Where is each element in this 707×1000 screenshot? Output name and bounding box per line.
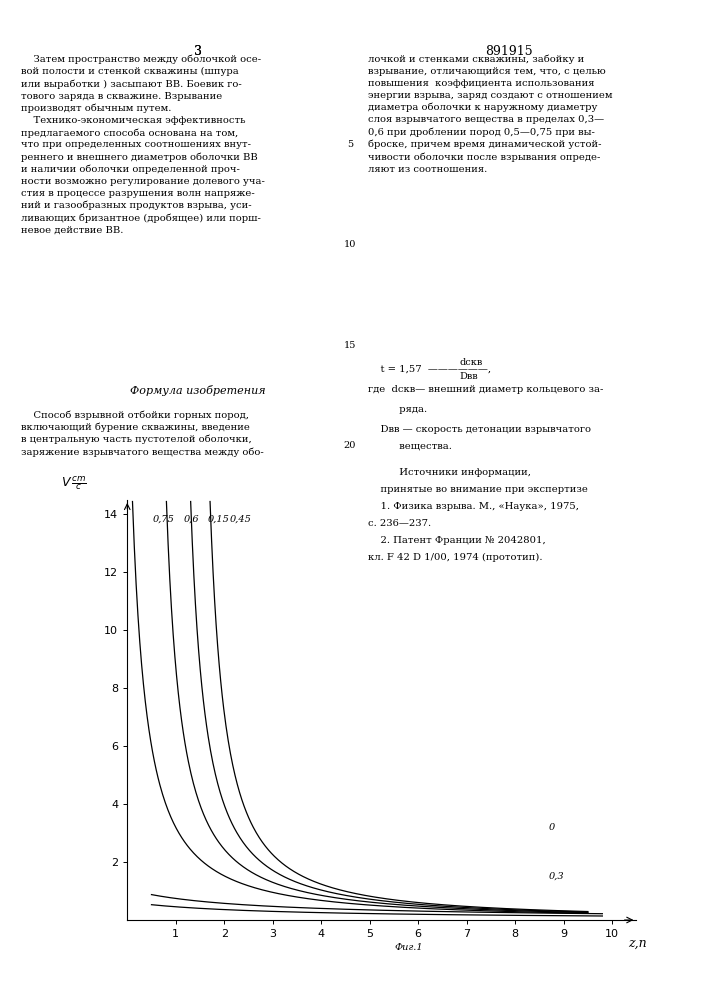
Text: ряда.: ряда. <box>368 405 427 414</box>
Text: 891915: 891915 <box>485 45 533 58</box>
Text: 2. Патент Франции № 2042801,: 2. Патент Франции № 2042801, <box>368 536 545 545</box>
Text: вещества.: вещества. <box>368 442 452 451</box>
Text: 0,3: 0,3 <box>549 872 565 881</box>
Text: кл. F 42 D 1/00, 1974 (прототип).: кл. F 42 D 1/00, 1974 (прототип). <box>368 553 542 562</box>
Text: Способ взрывной отбойки горных пород,
включающий бурение скважины, введение
в це: Способ взрывной отбойки горных пород, вк… <box>21 410 264 457</box>
Text: 1. Физика взрыва. М., «Наука», 1975,: 1. Физика взрыва. М., «Наука», 1975, <box>368 502 578 511</box>
Text: Формула изобретения: Формула изобретения <box>130 385 266 396</box>
Text: принятые во внимание при экспертизе: принятые во внимание при экспертизе <box>368 485 588 494</box>
Text: 3: 3 <box>194 45 202 58</box>
Text: лочкой и стенками скважины, забойку и
взрывание, отличающийся тем, что, с целью
: лочкой и стенками скважины, забойку и вз… <box>368 55 612 174</box>
Text: 0,45: 0,45 <box>230 514 252 523</box>
Text: Фиг.1: Фиг.1 <box>394 943 423 952</box>
Text: t = 1,57  ——————,: t = 1,57 ——————, <box>368 365 491 374</box>
Text: $V\,\frac{cm}{c}$: $V\,\frac{cm}{c}$ <box>61 474 87 492</box>
Text: 0: 0 <box>549 823 555 832</box>
Text: z,n: z,n <box>628 937 646 950</box>
Text: 0,75: 0,75 <box>153 514 175 523</box>
Text: 0,15: 0,15 <box>207 514 229 523</box>
Text: dскв: dскв <box>460 358 483 367</box>
Text: 20: 20 <box>344 440 356 450</box>
Text: Затем пространство между оболочкой осе-
вой полости и стенкой скважины (шпура
ил: Затем пространство между оболочкой осе- … <box>21 55 265 235</box>
Text: Dвв: Dвв <box>460 372 478 381</box>
Text: 5: 5 <box>347 140 353 149</box>
Text: 3: 3 <box>194 45 202 58</box>
Text: 0,6: 0,6 <box>184 514 199 523</box>
Text: Источники информации,: Источники информации, <box>368 468 531 477</box>
Text: 15: 15 <box>344 340 356 350</box>
Text: 10: 10 <box>344 240 356 249</box>
Text: с. 236—237.: с. 236—237. <box>368 519 431 528</box>
Text: Dвв — скорость детонации взрывчатого: Dвв — скорость детонации взрывчатого <box>368 425 590 434</box>
Text: где  dскв— внешний диаметр кольцевого за-: где dскв— внешний диаметр кольцевого за- <box>368 385 603 394</box>
